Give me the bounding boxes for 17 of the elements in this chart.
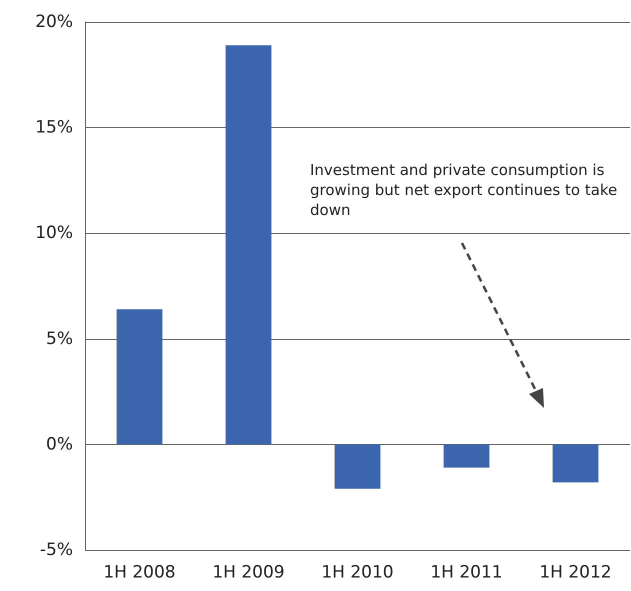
bar <box>226 45 272 444</box>
y-tick-label: 20% <box>35 12 73 32</box>
bar <box>116 309 162 444</box>
x-tick-label: 1H 2011 <box>430 562 503 582</box>
bar <box>334 444 380 489</box>
bar <box>552 444 598 482</box>
x-tick-label: 1H 2009 <box>212 562 285 582</box>
annotation: Investment and private consumption is growing but net export continues to take down <box>306 158 624 222</box>
x-tick-label: 1H 2012 <box>539 562 612 582</box>
y-tick-label: 5% <box>46 328 73 349</box>
y-tick-label: -5% <box>40 540 73 560</box>
y-tick-label: 0% <box>46 434 73 454</box>
y-tick-label: 10% <box>35 223 73 244</box>
x-tick-label: 1H 2008 <box>103 562 176 582</box>
bar <box>444 444 490 468</box>
y-tick-label: 15% <box>35 118 73 138</box>
x-tick-label: 1H 2010 <box>321 562 394 582</box>
